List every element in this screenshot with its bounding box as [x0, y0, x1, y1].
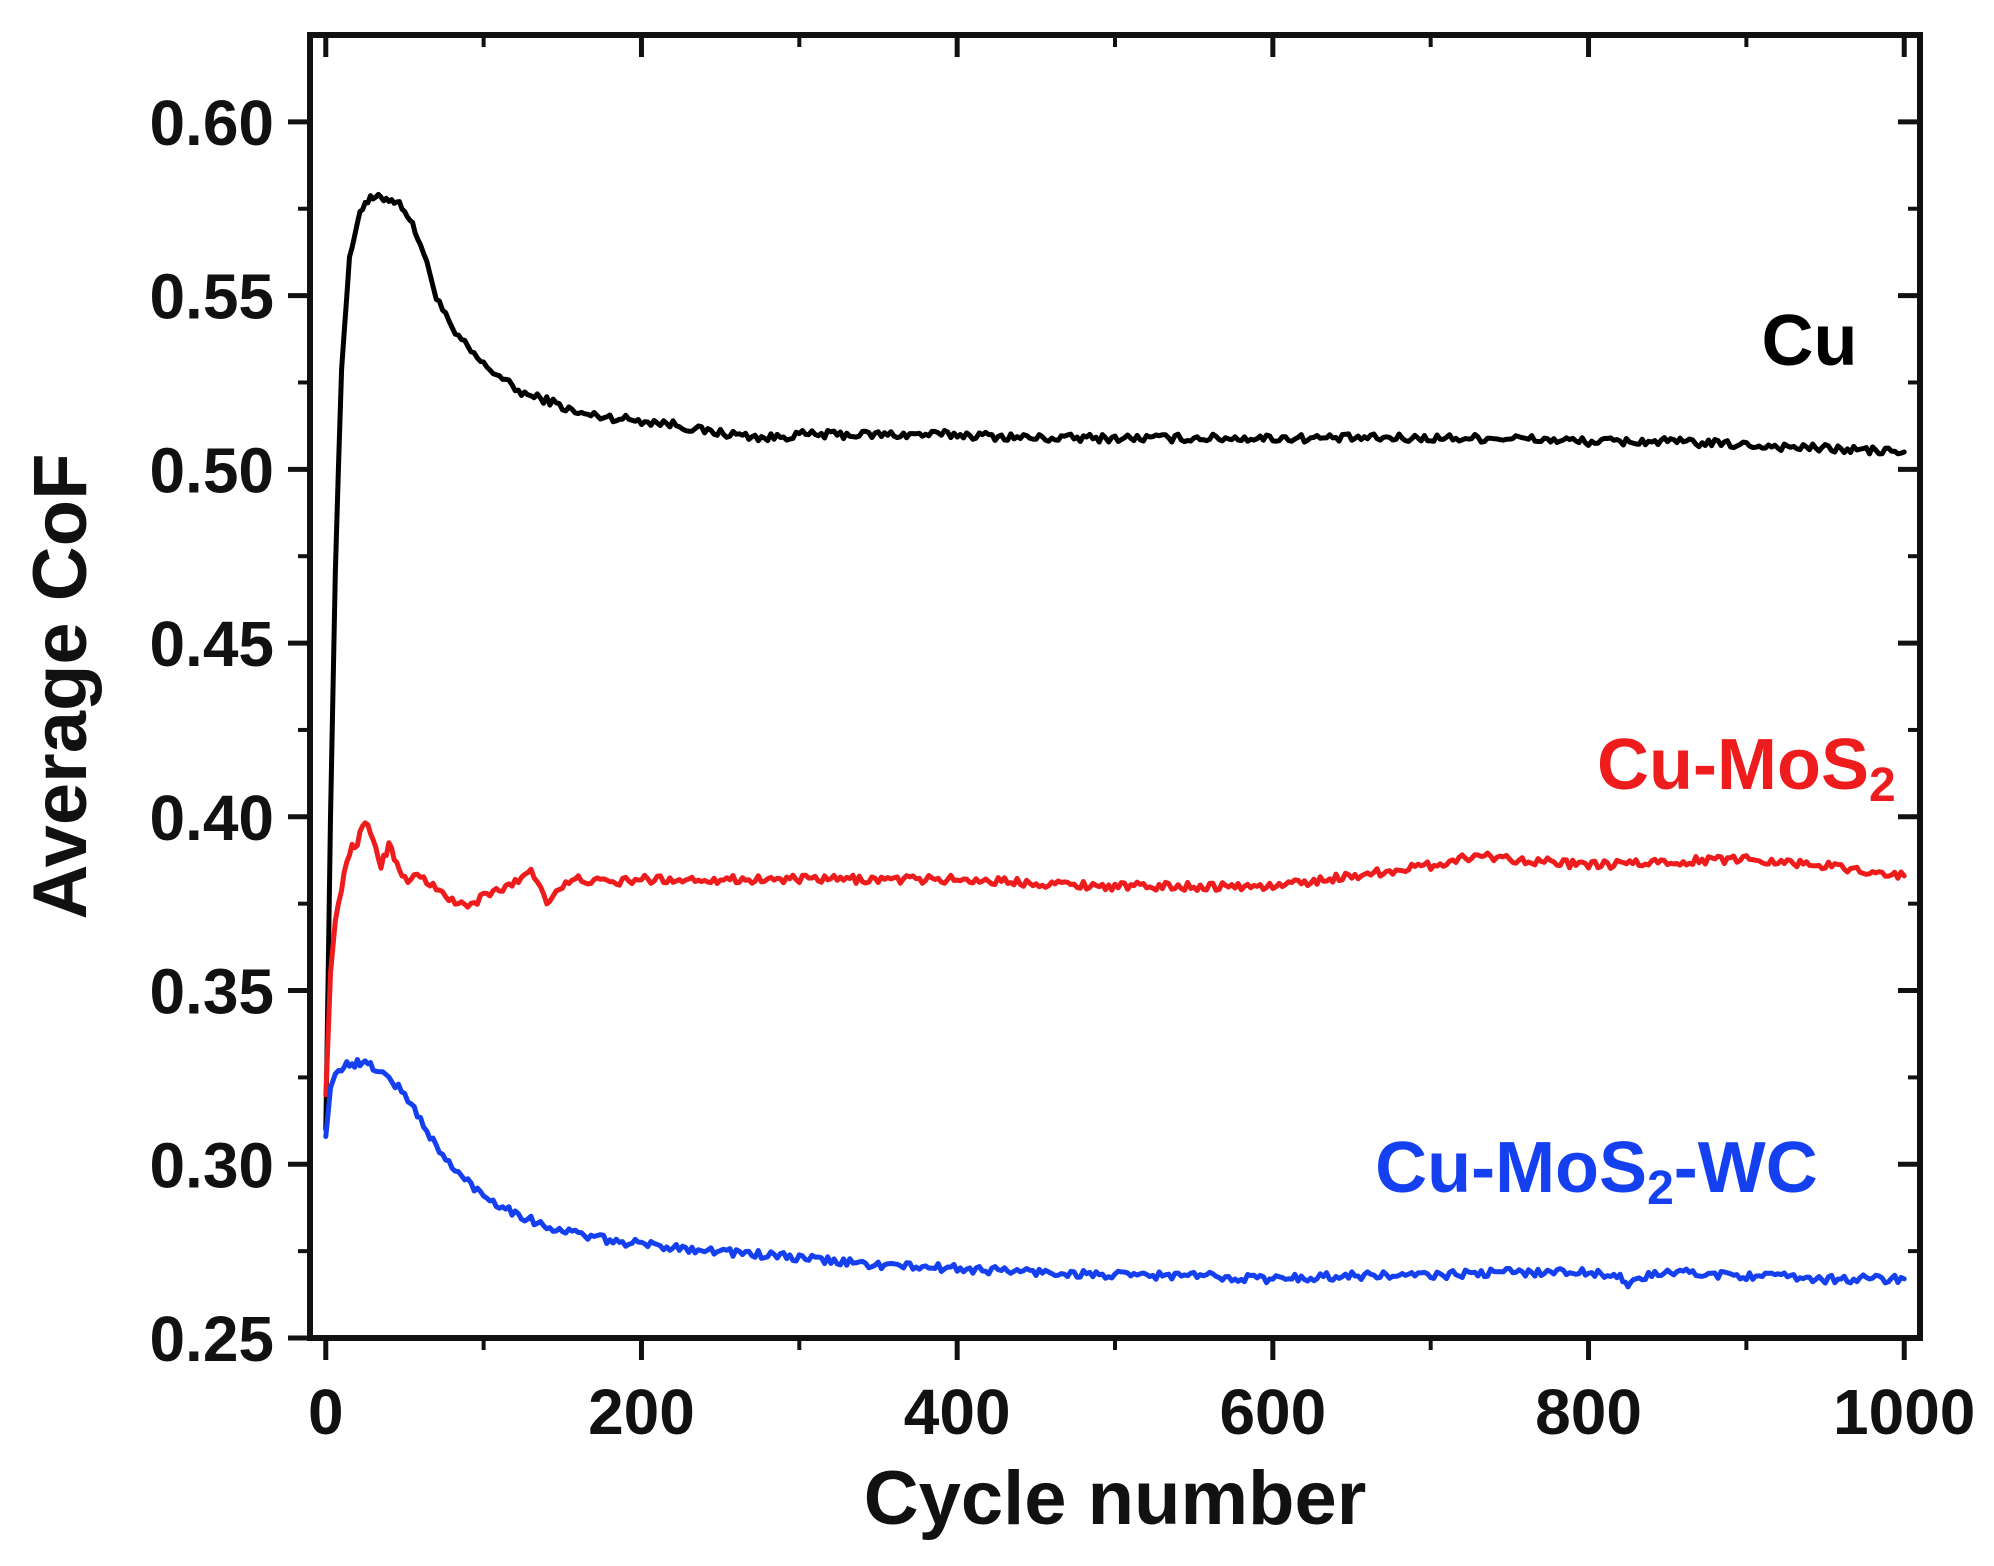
y-tick-label: 0.60 — [149, 87, 274, 159]
series-line-cu — [323, 191, 1907, 1132]
x-axis-title: Cycle number — [864, 1456, 1367, 1541]
series-label-cu-mos2: Cu-MoS2 — [1597, 725, 1896, 812]
plot-lines — [323, 191, 1907, 1290]
y-tick-label: 0.40 — [149, 782, 274, 854]
label-part: -WC — [1674, 1128, 1818, 1208]
series-label-cu: Cu — [1762, 301, 1858, 381]
plot-frame — [307, 32, 1923, 1341]
y-tick-label: 0.55 — [149, 261, 274, 333]
y-axis-title: Average CoF — [18, 454, 103, 920]
series-label-cu-mos2-wc: Cu-MoS2-WC — [1375, 1128, 1818, 1215]
y-tick-label: 0.25 — [149, 1303, 274, 1375]
subscript-2: 2 — [1869, 759, 1896, 812]
x-tick-label: 600 — [1219, 1376, 1326, 1448]
x-tick-label: 800 — [1535, 1376, 1642, 1448]
y-tick-label: 0.45 — [149, 608, 274, 680]
label-part: Cu-MoS — [1375, 1128, 1647, 1208]
subscript-2: 2 — [1647, 1162, 1674, 1215]
y-tick-label: 0.50 — [149, 434, 274, 506]
x-tick-label: 400 — [904, 1376, 1011, 1448]
x-tick-label: 1000 — [1833, 1376, 1975, 1448]
x-tick-label: 200 — [588, 1376, 695, 1448]
label-part: Cu — [1762, 301, 1858, 381]
tick-labels: 0 200 400 600 800 1000 0.25 0.30 0.35 0.40 0.45 0.5… — [149, 87, 1975, 1448]
x-tick-label: 0 — [308, 1376, 344, 1448]
series-line-cu-mos2-wc — [323, 1057, 1907, 1290]
series-line-cu-mos2 — [323, 820, 1907, 1098]
y-tick-label: 0.30 — [149, 1129, 274, 1201]
label-part: Cu-MoS — [1597, 725, 1869, 805]
y-tick-label: 0.35 — [149, 956, 274, 1028]
